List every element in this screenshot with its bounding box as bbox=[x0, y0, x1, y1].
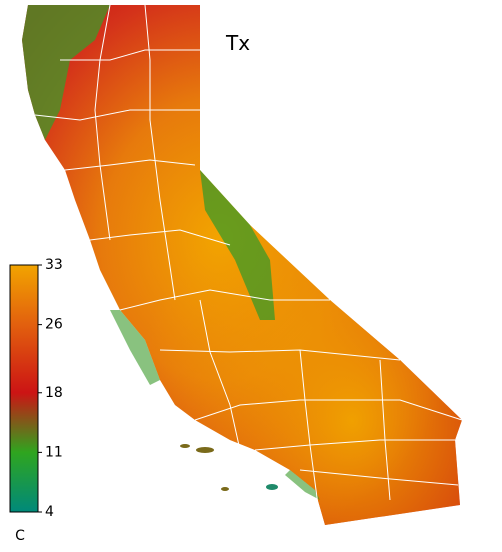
map-title: Tx bbox=[225, 31, 250, 55]
colorbar-tick-label: 18 bbox=[45, 385, 63, 401]
colorbar: 4 11 18 26 33 bbox=[9, 257, 63, 520]
colorbar-tick-label: 26 bbox=[45, 317, 63, 333]
colorbar-tick-label: 33 bbox=[45, 257, 63, 273]
colorbar-tick-label: 4 bbox=[45, 504, 54, 520]
state-shape bbox=[22, 5, 462, 525]
colorbar-tick-label: 11 bbox=[45, 444, 63, 460]
colorbar-unit: C bbox=[15, 528, 25, 544]
islands bbox=[180, 444, 278, 491]
colorbar-ramp bbox=[9, 264, 39, 513]
county-lines bbox=[34, 4, 463, 521]
